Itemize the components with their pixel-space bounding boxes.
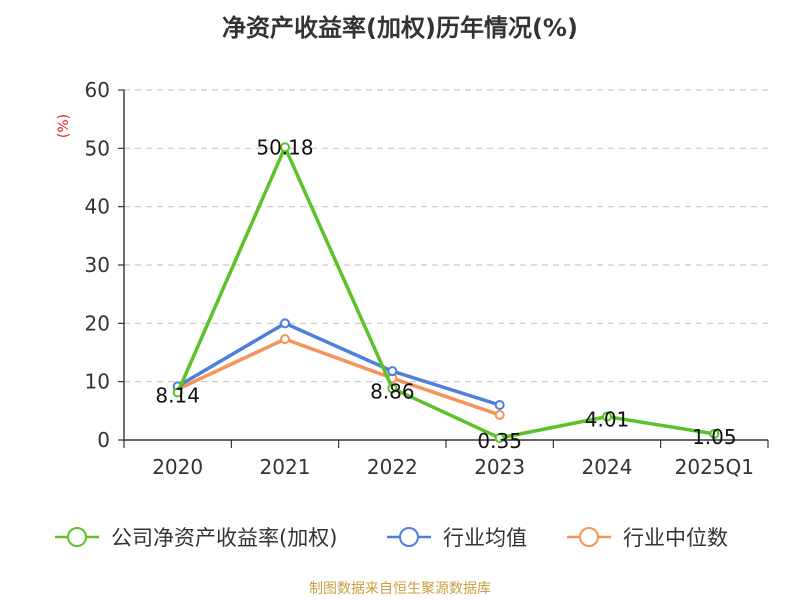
data-point [602,411,612,422]
data-point [494,409,505,420]
data-label: 50.18 [256,135,313,159]
axes: 0 10 20 30 40 50 60 2020 2021 2022 2023 2024 2025Q1 [85,78,769,479]
data-point [280,142,290,153]
data-point [709,428,720,439]
y-tick-label: 40 [85,195,110,219]
x-tick-label: 2024 [582,455,633,479]
series-line [176,321,501,407]
legend-label: 行业中位数 [623,526,728,550]
x-tick-label: 2023 [474,455,525,479]
data-point [280,334,290,345]
chart-title: 净资产收益率(加权)历年情况(%) [222,14,578,42]
x-tick-label: 2021 [260,455,311,479]
data-point [280,318,290,329]
x-tick-label: 2025Q1 [675,455,754,479]
legend-marker-icon [399,527,419,547]
data-point [494,432,505,443]
data-labels: 8.14 50.18 8.86 0.35 4.01 1.05 [155,135,736,453]
legend-marker-icon [67,527,87,547]
data-label: 4.01 [585,408,630,432]
y-tick-label: 50 [85,136,110,160]
series-lines [172,142,720,443]
y-tick-label: 10 [85,370,110,394]
data-label: 8.14 [155,384,200,408]
legend-label: 公司净资产收益率(加权) [111,526,337,550]
data-label: 8.86 [370,379,415,403]
legend-label: 行业均值 [443,526,527,550]
y-tick-label: 60 [85,78,110,102]
y-axis-unit-label: (%) [56,114,72,138]
x-tick-label: 2020 [152,455,203,479]
grid-lines [124,89,768,383]
x-tick-label: 2022 [367,455,418,479]
legend-item[interactable]: 行业中位数 [567,526,728,550]
legend-item[interactable]: 行业均值 [387,526,527,550]
data-point [494,400,505,410]
series-line [176,145,715,440]
y-tick-label: 0 [97,428,110,452]
y-tick-label: 20 [85,311,110,335]
data-label: 1.05 [692,425,737,449]
data-label: 0.35 [477,429,522,453]
legend[interactable]: 公司净资产收益率(加权) 行业均值 行业中位数 [55,526,728,550]
series-line [176,337,501,417]
data-point [387,383,398,394]
legend-item[interactable]: 公司净资产收益率(加权) [55,526,337,550]
data-point [387,366,398,377]
source-note: 制图数据来自恒生聚源数据库 [309,581,491,597]
legend-marker-icon [579,527,599,547]
y-tick-label: 30 [85,253,110,277]
data-point [172,387,183,398]
